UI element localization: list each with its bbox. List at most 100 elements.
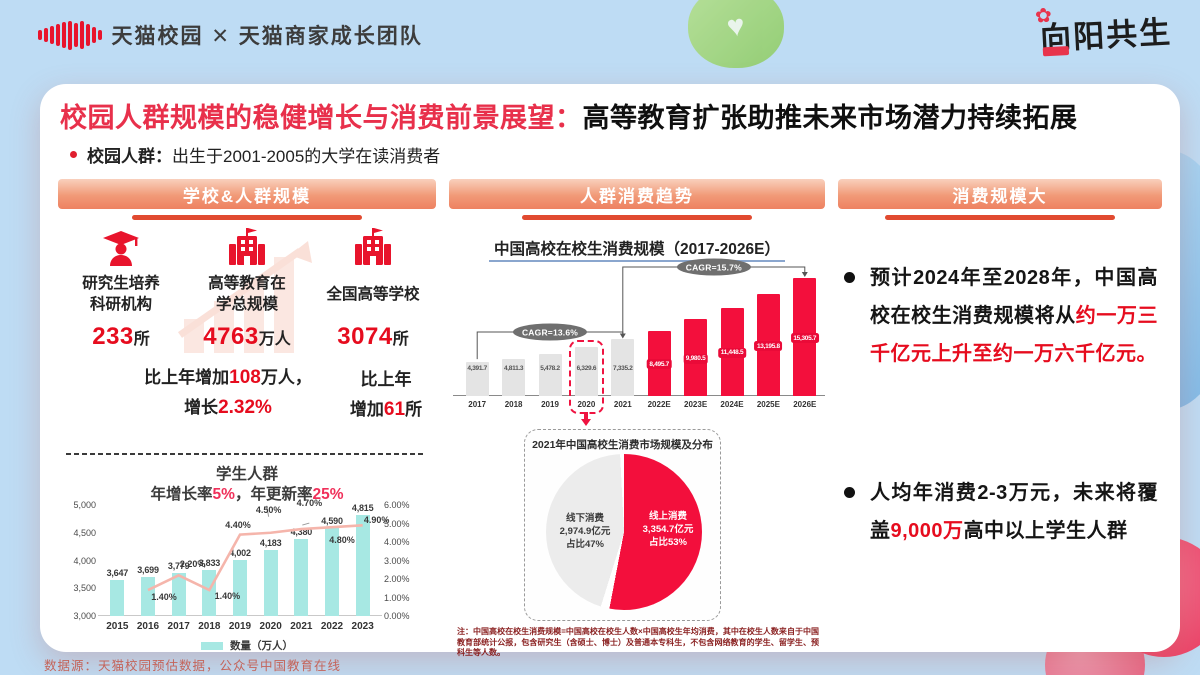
x-tick-label: 2025E <box>756 400 780 409</box>
x-tick-label: 2019 <box>228 621 252 632</box>
x-tick-label: 2021 <box>290 621 313 632</box>
brand-title: 天猫校园 ✕ 天猫商家成长团队 <box>111 25 423 48</box>
section-school-scale: 学校&人群规模 研究生培养 科研机构 2 <box>58 179 436 659</box>
growth-rate-label: 4.70% <box>296 498 323 509</box>
bar-value-label: 4,183 <box>259 538 282 549</box>
section-header-scale: 消费规模大 <box>838 179 1162 209</box>
y-right-tick: 4.00% <box>384 537 410 547</box>
tmall-campus-wave-icon <box>38 18 102 52</box>
stat-label: 全国高等学校 <box>326 285 420 303</box>
growth-watermark <box>177 241 312 353</box>
title-highlight: 校园人群规模的稳健增长与消费前景展望： <box>60 103 583 133</box>
bar-2020 <box>574 347 598 396</box>
x-tick-label: 2022E <box>647 400 671 409</box>
student-chart-title: 学生人群 <box>215 466 278 483</box>
bar-value-label: 3,833 <box>198 557 221 568</box>
bullet-dot-icon <box>844 487 855 498</box>
stat-total-universities: 全国高等学校 3074所 <box>310 227 436 351</box>
stat-row: 研究生培养 科研机构 233所 高等教育在 学总规模 4763万人 <box>58 227 436 351</box>
growth-rate-line <box>147 505 363 592</box>
bar-value-label: 5,478.2 <box>540 365 560 372</box>
x-tick-label: 2018 <box>198 621 221 632</box>
student-population-chart: 3,647 2015 3,699 2016 3,779 2017 3,833 2018 4,00… <box>73 498 409 632</box>
bar-2021 <box>294 539 309 616</box>
page-title: 校园人群规模的稳健增长与消费前景展望：高等教育扩张助推未来市场潜力持续拓展 <box>58 96 1162 135</box>
section-consumption-scale: 消费规模大 预计2024年至2028年，中国高校在校生消费规模将从约一万三千亿元… <box>838 179 1162 659</box>
section-header-trend: 人群消费趋势 <box>449 179 825 209</box>
x-tick-label: 2023E <box>684 400 708 409</box>
stat-label: 研究生培养 科研机构 <box>82 275 160 313</box>
x-tick-label: 2026E <box>793 400 817 409</box>
red-seal <box>1042 45 1070 57</box>
section-header-school: 学校&人群规模 <box>58 179 436 209</box>
brand-bar: 天猫校园 ✕ 天猫商家成长团队 <box>38 18 423 52</box>
methodology-note: 注：中国高校在校生消费规模=中国高校在校生人数×中国高校生年均消费，其中在校生人… <box>457 627 819 657</box>
pie-panel: 2021年中国高校生消费市场规模及分布 线下消费 2,974.9亿元 占比47%… <box>524 429 721 621</box>
slice-name: 线上消费 <box>648 511 687 522</box>
x-axis <box>453 394 825 396</box>
section-consumption-trend: 人群消费趋势 中国高校在校生消费规模（2017-2026E） 4,391.7 20… <box>449 179 825 659</box>
y-left-tick: 4,000 <box>73 555 96 566</box>
stat-value: 4763万人 <box>203 323 291 350</box>
bar-2017 <box>465 362 489 396</box>
stat-higher-ed-enrollment: 高等教育在 学总规模 4763万人 <box>184 227 310 351</box>
stat-value: 3074所 <box>337 323 409 350</box>
green-heart-decoration: ♥ <box>688 0 784 68</box>
intro-line: 校园人群：出生于2001-2005的大学在读消费者 <box>58 142 1162 167</box>
bar-value-label: 13,195.8 <box>754 341 783 352</box>
cagr-annotation: CAGR=13.6% <box>512 323 588 341</box>
bar-2019 <box>538 353 562 396</box>
growth-rate-label: 4.50% <box>255 504 282 515</box>
bar-value-label: 11,448.5 <box>718 347 746 358</box>
heart-icon: ♥ <box>724 8 748 45</box>
x-tick-label: 2017 <box>167 621 190 632</box>
y-right-tick: 5.00% <box>384 518 410 529</box>
bar-value-label: 4,590 <box>321 515 343 526</box>
bar-2020 <box>263 550 278 616</box>
bar-2018 <box>502 358 526 396</box>
bar-2021 <box>611 339 635 396</box>
bullet-forecast: 预计2024年至2028年，中国高校在校生消费规模将从约一万三千亿元上升至约一万… <box>844 259 1158 373</box>
y-right-tick: 2.00% <box>384 574 410 584</box>
bar-value-label: 3,779 <box>167 560 190 571</box>
y-right-tick: 3.00% <box>384 555 410 566</box>
stat-research-institutes: 研究生培养 科研机构 233所 <box>58 227 184 351</box>
xiangyang-gongsheng-logo: ✿ 向阳共生 <box>1034 4 1173 57</box>
x-tick-label: 2023 <box>351 621 374 632</box>
chart-legend: 数量（万人） <box>58 638 436 653</box>
bar-2019 <box>233 560 247 616</box>
student-chart-subtitle: 年增长率5%，年更新率25% <box>150 486 344 503</box>
bar-2023 <box>355 515 370 616</box>
flower-icon: ✿ <box>1034 4 1053 28</box>
pie-title: 2021年中国高校生消费市场规模及分布 <box>532 439 713 451</box>
header-underline <box>522 215 752 220</box>
consumption-split-pie <box>546 454 702 610</box>
header-underline <box>885 215 1115 220</box>
bar-value-label: 4,380 <box>290 527 313 538</box>
growth-rate-label: 4.90% <box>363 515 390 526</box>
x-tick-label: 2019 <box>541 400 559 409</box>
legend-swatch <box>201 641 223 650</box>
yoy-enrollment-note: 比上年增加108万人， 增长2.32% <box>144 367 312 418</box>
bullet-dot-icon <box>844 272 855 283</box>
highlight-2020-box <box>568 340 604 414</box>
bar-value-label: 15,305.7 <box>790 333 819 343</box>
bullet-dot-icon <box>70 151 77 158</box>
header-underline <box>132 215 362 220</box>
bar-value-label: 6,329.6 <box>576 365 597 372</box>
stat-label: 高等教育在 学总规模 <box>208 275 286 313</box>
x-tick-label: 2020 <box>259 621 282 632</box>
bar-value-label: 7,335.2 <box>613 365 633 372</box>
bar-value-label: 3,699 <box>137 565 159 576</box>
cagr-annotation: CAGR=15.7% <box>676 258 751 276</box>
x-tick-label: 2016 <box>136 621 160 632</box>
x-tick-label: 2024E <box>720 400 744 409</box>
yoy-schools-note: 比上年 增加61所 <box>349 370 423 420</box>
growth-rate-label: 4.40% <box>225 519 251 530</box>
down-arrow-icon <box>580 412 592 427</box>
growth-rate-label: 2.20% <box>179 559 206 570</box>
bar-2016 <box>141 577 155 616</box>
y-left-tick: 5,000 <box>73 500 96 510</box>
x-tick-label: 2020 <box>577 400 596 409</box>
